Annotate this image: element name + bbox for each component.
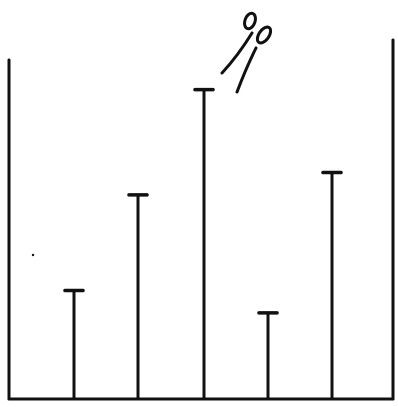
- stray-dot: [31, 253, 35, 257]
- strings-group: [63, 87, 343, 399]
- scissors-icon: [220, 11, 273, 94]
